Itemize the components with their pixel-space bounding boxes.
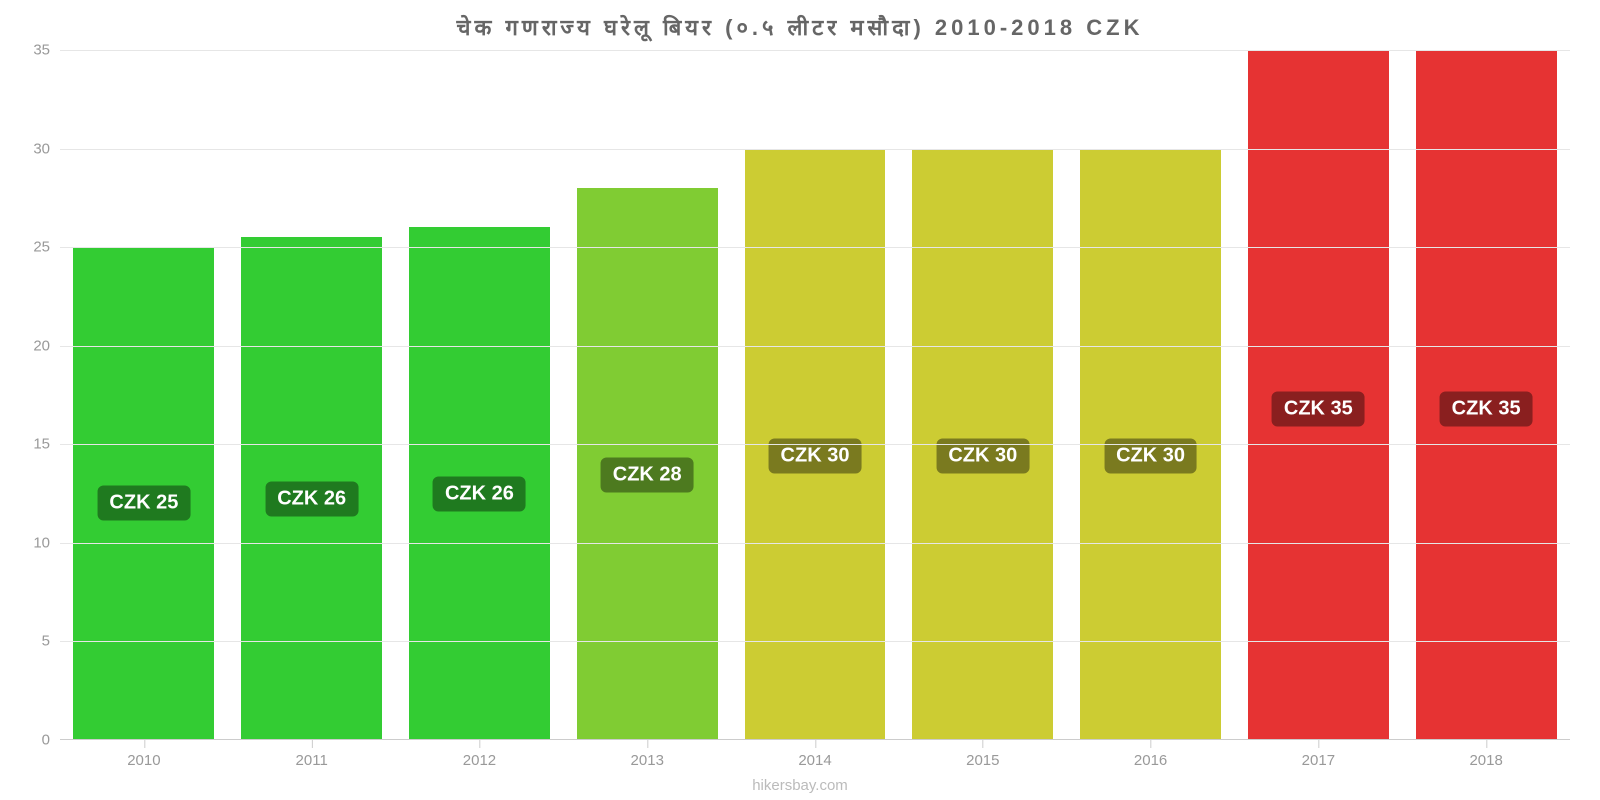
x-axis-tick: 2012 [463, 740, 496, 769]
bar-slot: CZK 352017 [1234, 50, 1402, 740]
bar-value-label: CZK 35 [1440, 391, 1533, 426]
y-axis-tick: 0 [42, 732, 60, 749]
y-axis-tick: 5 [42, 633, 60, 650]
bar-value-label: CZK 35 [1272, 391, 1365, 426]
bar-value-label: CZK 28 [601, 458, 694, 493]
x-axis-tick: 2017 [1302, 740, 1335, 769]
bar: CZK 35 [1416, 50, 1557, 740]
bar-slot: CZK 262011 [228, 50, 396, 740]
y-axis-tick: 35 [33, 42, 60, 59]
grid-line [60, 149, 1570, 150]
attribution-text: hikersbay.com [752, 777, 848, 794]
bar-slot: CZK 282013 [563, 50, 731, 740]
grid-line [60, 444, 1570, 445]
chart-container: चेक गणराज्य घरेलू बियर (०.५ लीटर मसौदा) … [0, 0, 1600, 800]
bar-slot: CZK 352018 [1402, 50, 1570, 740]
chart-title: चेक गणराज्य घरेलू बियर (०.५ लीटर मसौदा) … [0, 0, 1600, 42]
grid-line [60, 346, 1570, 347]
bar-value-label: CZK 26 [265, 481, 358, 516]
y-axis-tick: 20 [33, 337, 60, 354]
bar: CZK 26 [241, 237, 382, 740]
y-axis-tick: 30 [33, 140, 60, 157]
grid-line [60, 543, 1570, 544]
y-axis-tick: 15 [33, 436, 60, 453]
x-axis-tick: 2011 [296, 740, 328, 769]
bar: CZK 26 [409, 227, 550, 740]
bar: CZK 28 [577, 188, 718, 740]
y-axis-tick: 10 [33, 534, 60, 551]
bar-slot: CZK 262012 [396, 50, 564, 740]
bar-value-label: CZK 25 [97, 486, 190, 521]
bar-value-label: CZK 26 [433, 476, 526, 511]
x-axis-tick: 2014 [798, 740, 831, 769]
bar-slot: CZK 302015 [899, 50, 1067, 740]
y-axis-tick: 25 [33, 239, 60, 256]
bars-group: CZK 252010CZK 262011CZK 262012CZK 282013… [60, 50, 1570, 740]
bar-slot: CZK 252010 [60, 50, 228, 740]
bar: CZK 35 [1248, 50, 1389, 740]
x-axis-tick: 2018 [1469, 740, 1502, 769]
grid-line [60, 247, 1570, 248]
x-axis-tick: 2015 [966, 740, 999, 769]
bar-slot: CZK 302014 [731, 50, 899, 740]
grid-line [60, 50, 1570, 51]
plot-area: CZK 252010CZK 262011CZK 262012CZK 282013… [60, 50, 1570, 740]
x-axis-tick: 2010 [127, 740, 160, 769]
bar: CZK 25 [73, 247, 214, 740]
bar-slot: CZK 302016 [1067, 50, 1235, 740]
x-axis-tick: 2013 [631, 740, 664, 769]
x-axis-tick: 2016 [1134, 740, 1167, 769]
x-axis-baseline [60, 739, 1570, 740]
grid-line [60, 641, 1570, 642]
